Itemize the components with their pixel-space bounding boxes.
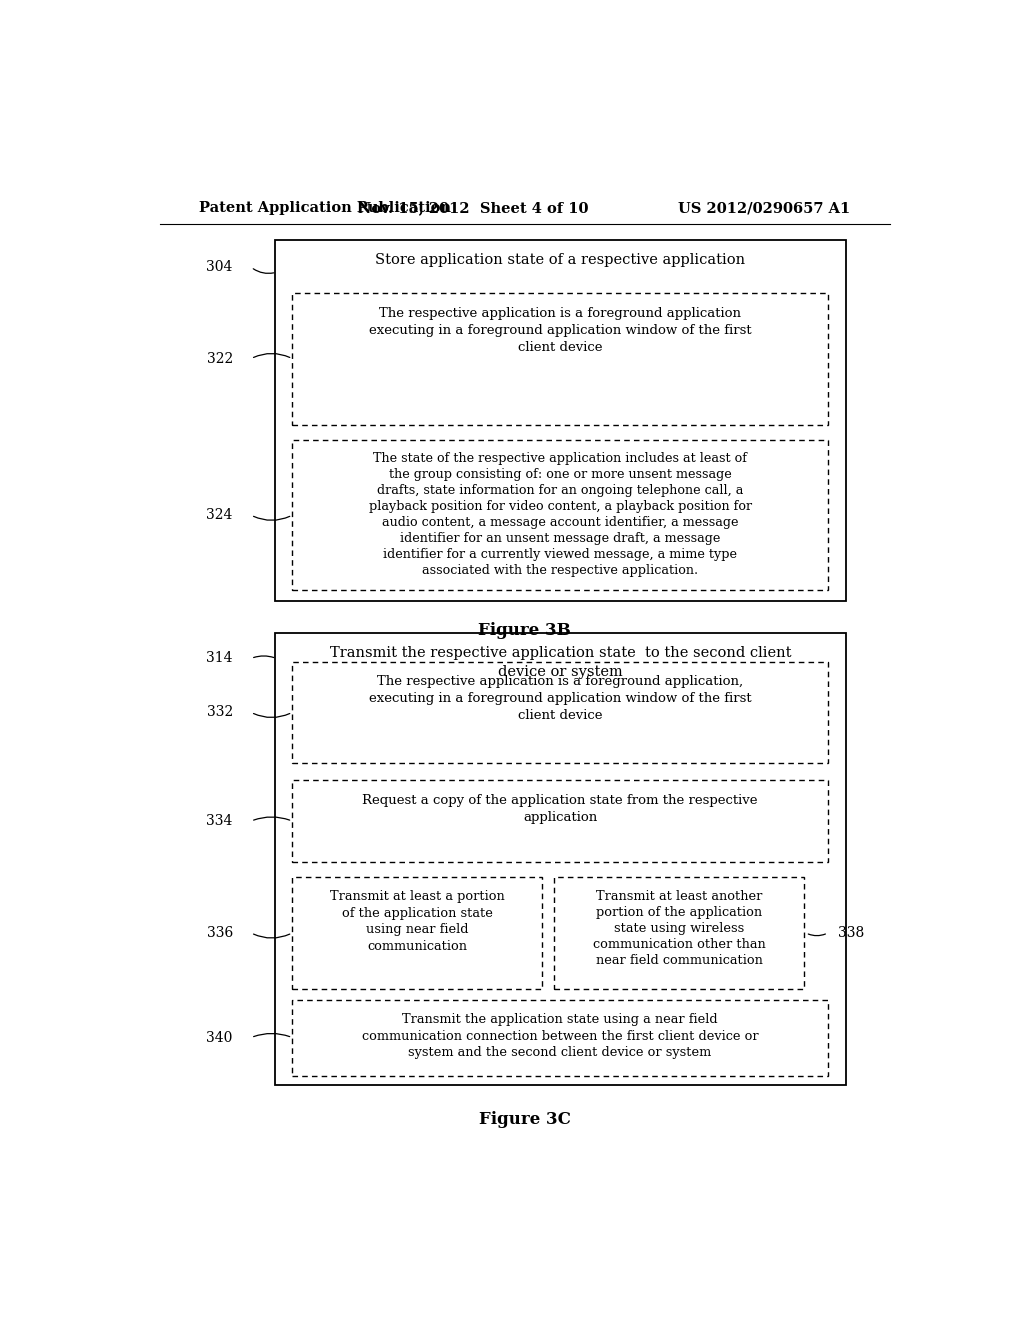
Text: The state of the respective application includes at least of
the group consistin: The state of the respective application … [369, 453, 752, 577]
Text: 322: 322 [207, 351, 232, 366]
Text: The respective application is a foreground application,
executing in a foregroun: The respective application is a foregrou… [369, 675, 752, 722]
Text: 338: 338 [839, 925, 864, 940]
Text: Transmit at least a portion
of the application state
using near field
communicat: Transmit at least a portion of the appli… [330, 890, 505, 953]
Text: 324: 324 [207, 508, 232, 523]
Text: 304: 304 [207, 260, 232, 275]
Bar [292, 293, 828, 425]
Text: Nov. 15, 2012  Sheet 4 of 10: Nov. 15, 2012 Sheet 4 of 10 [358, 201, 589, 215]
Text: Transmit the respective application state  to the second client
device or system: Transmit the respective application stat… [330, 647, 792, 678]
Text: Transmit the application state using a near field
communication connection betwe: Transmit the application state using a n… [361, 1014, 759, 1059]
Text: 336: 336 [207, 925, 232, 940]
Bar [292, 1001, 828, 1076]
Text: Figure 3C: Figure 3C [479, 1110, 570, 1127]
Bar [292, 661, 828, 763]
Text: Patent Application Publication: Patent Application Publication [200, 201, 452, 215]
Text: 334: 334 [207, 814, 232, 828]
Text: 340: 340 [207, 1031, 232, 1044]
Text: 314: 314 [206, 652, 232, 665]
Text: Figure 3B: Figure 3B [478, 622, 571, 639]
Text: Request a copy of the application state from the respective
application: Request a copy of the application state … [362, 793, 758, 824]
Bar [292, 780, 828, 862]
Text: The respective application is a foreground application
executing in a foreground: The respective application is a foregrou… [369, 306, 752, 354]
Text: Transmit at least another
portion of the application
state using wireless
commun: Transmit at least another portion of the… [593, 890, 766, 968]
Text: Store application state of a respective application: Store application state of a respective … [376, 253, 745, 267]
Text: US 2012/0290657 A1: US 2012/0290657 A1 [678, 201, 850, 215]
Bar [292, 440, 828, 590]
Bar [274, 240, 846, 601]
Text: 332: 332 [207, 705, 232, 719]
Bar [274, 634, 846, 1085]
Bar [554, 876, 804, 989]
Bar [292, 876, 543, 989]
